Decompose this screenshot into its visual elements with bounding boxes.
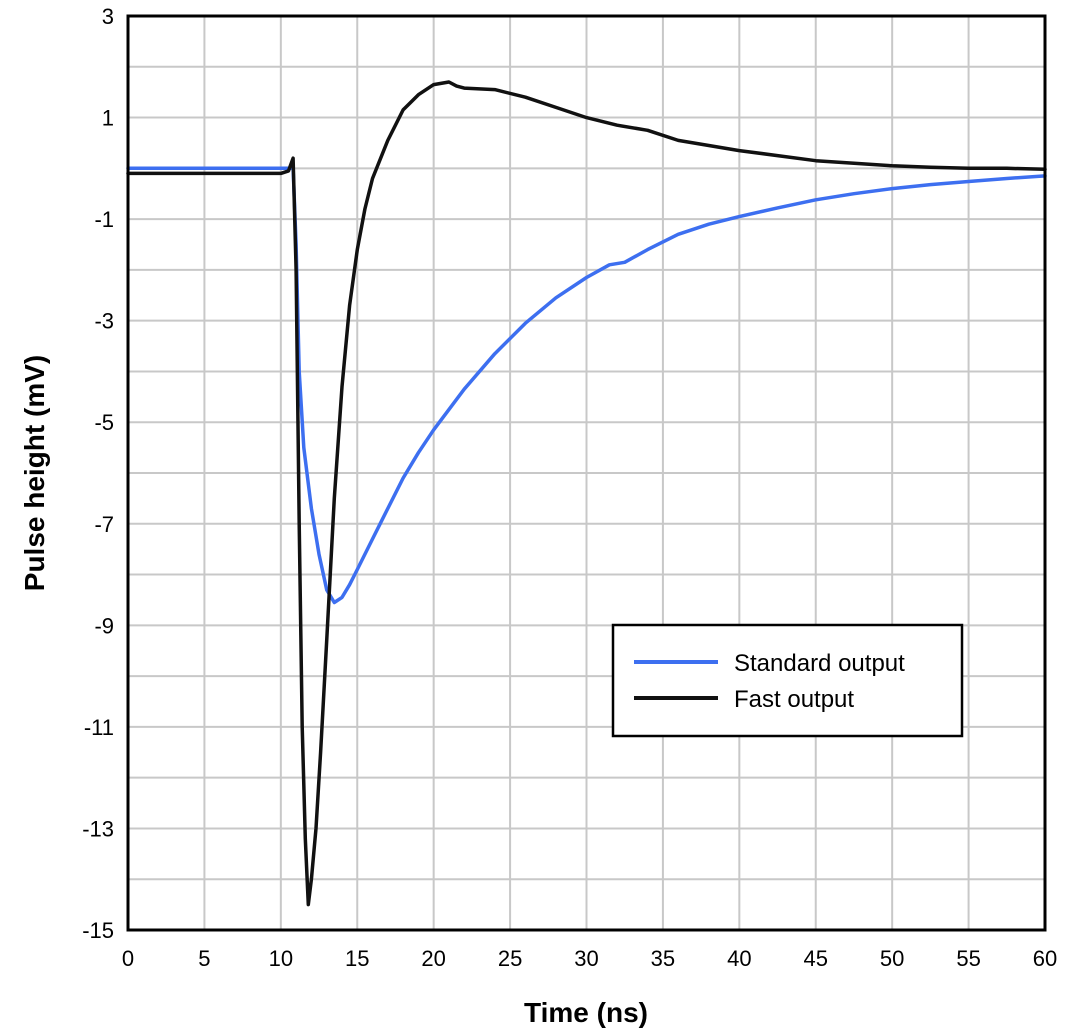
x-tick-label: 45 — [804, 946, 828, 971]
x-tick-label: 55 — [956, 946, 980, 971]
y-tick-label: -9 — [94, 613, 114, 638]
y-axis-title: Pulse height (mV) — [19, 355, 50, 591]
y-tick-label: -7 — [94, 512, 114, 537]
x-tick-label: 50 — [880, 946, 904, 971]
legend: Standard output Fast output — [611, 623, 964, 738]
legend-box — [611, 623, 964, 738]
series-line-fast-output — [126, 80, 1047, 907]
y-tick-label: -1 — [94, 207, 114, 232]
legend-label-fast: Fast output — [734, 686, 854, 713]
y-tick-label: 3 — [102, 4, 114, 29]
plot-frame — [126, 14, 1047, 932]
y-tick-label: -15 — [82, 918, 114, 943]
y-tick-label: -3 — [94, 309, 114, 334]
x-tick-label: 5 — [198, 946, 210, 971]
x-tick-label: 25 — [498, 946, 522, 971]
x-tick-labels: 0 5 10 15 20 25 30 35 40 45 50 55 60 — [122, 946, 1057, 971]
y-tick-labels: 3 1 -1 -3 -5 -7 -9 -11 -13 -15 — [82, 4, 114, 943]
legend-label-standard: Standard output — [734, 650, 905, 677]
series-layer — [126, 80, 1047, 907]
y-tick-label: -13 — [82, 816, 114, 841]
y-tick-label: -5 — [94, 410, 114, 435]
y-tick-label: -11 — [84, 715, 114, 740]
x-tick-label: 30 — [574, 946, 598, 971]
x-tick-label: 60 — [1033, 946, 1057, 971]
grid — [128, 16, 1045, 930]
x-tick-label: 10 — [269, 946, 293, 971]
y-tick-label: 1 — [102, 106, 114, 131]
x-tick-label: 0 — [122, 946, 134, 971]
series-line-standard-output — [126, 166, 1047, 605]
x-tick-label: 35 — [651, 946, 675, 971]
x-tick-label: 20 — [421, 946, 445, 971]
x-tick-label: 40 — [727, 946, 751, 971]
x-axis-title: Time (ns) — [524, 997, 648, 1028]
x-tick-label: 15 — [345, 946, 369, 971]
